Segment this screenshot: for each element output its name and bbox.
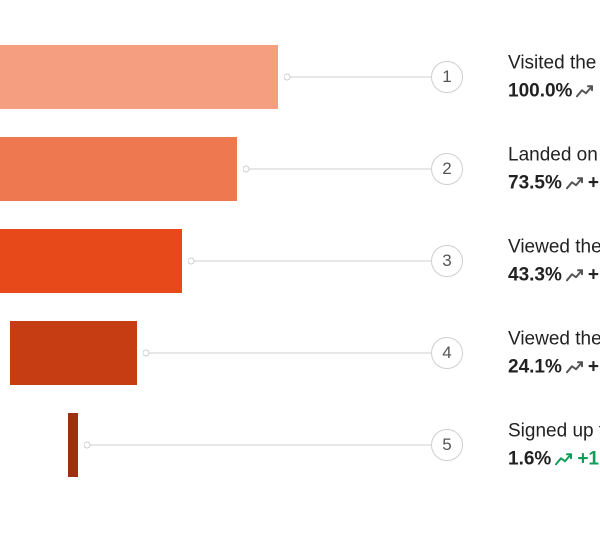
step-label: Viewed the xyxy=(508,235,600,259)
step-badge: 1 xyxy=(431,61,463,93)
step-percent: 73.5% xyxy=(508,172,562,193)
step-delta: + xyxy=(588,356,599,377)
funnel-row: 5 Signed up f 1.6% +1 xyxy=(0,413,600,477)
funnel-bar-segment xyxy=(0,45,278,109)
funnel-row: 4 Viewed the 24.1% + xyxy=(0,321,600,385)
trend-up-icon xyxy=(555,452,575,466)
step-label-block: Viewed the 43.3% + xyxy=(508,235,600,287)
funnel-bar-segment xyxy=(0,229,182,293)
funnel-row: 1 Visited the s 100.0% xyxy=(0,45,600,109)
step-metric: 43.3% + xyxy=(508,263,600,287)
step-metric: 24.1% + xyxy=(508,355,600,379)
step-delta: +1 xyxy=(577,448,599,469)
step-delta: + xyxy=(588,172,599,193)
step-metric: 100.0% xyxy=(508,79,600,103)
trend-up-icon xyxy=(566,176,586,190)
funnel-row: 2 Landed on t 73.5% + xyxy=(0,137,600,201)
step-label-block: Signed up f 1.6% +1 xyxy=(508,419,600,471)
step-percent: 1.6% xyxy=(508,448,551,469)
step-metric: 1.6% +1 xyxy=(508,447,600,471)
step-badge: 3 xyxy=(431,245,463,277)
funnel-chart: 1 Visited the s 100.0% 2 Landed on t 73.5% +3 V… xyxy=(0,0,600,537)
connector-line xyxy=(243,164,431,174)
step-delta: + xyxy=(588,264,599,285)
step-badge: 4 xyxy=(431,337,463,369)
connector-line xyxy=(84,440,431,450)
connector-line xyxy=(284,72,431,82)
trend-up-icon xyxy=(576,84,596,98)
funnel-row: 3 Viewed the 43.3% + xyxy=(0,229,600,293)
step-badge: 5 xyxy=(431,429,463,461)
step-label-block: Viewed the 24.1% + xyxy=(508,327,600,379)
funnel-bar-segment xyxy=(0,137,237,201)
trend-up-icon xyxy=(566,268,586,282)
step-label: Viewed the xyxy=(508,327,600,351)
step-percent: 24.1% xyxy=(508,356,562,377)
connector-line xyxy=(188,256,431,266)
step-percent: 43.3% xyxy=(508,264,562,285)
step-label: Signed up f xyxy=(508,419,600,443)
connector-line xyxy=(143,348,432,358)
step-label-block: Visited the s 100.0% xyxy=(508,51,600,103)
step-label-block: Landed on t 73.5% + xyxy=(508,143,600,195)
step-badge: 2 xyxy=(431,153,463,185)
trend-up-icon xyxy=(566,360,586,374)
funnel-bar-segment xyxy=(10,321,137,385)
step-percent: 100.0% xyxy=(508,80,572,101)
step-label: Visited the s xyxy=(508,51,600,75)
funnel-bar-segment xyxy=(68,413,78,477)
step-metric: 73.5% + xyxy=(508,171,600,195)
step-label: Landed on t xyxy=(508,143,600,167)
